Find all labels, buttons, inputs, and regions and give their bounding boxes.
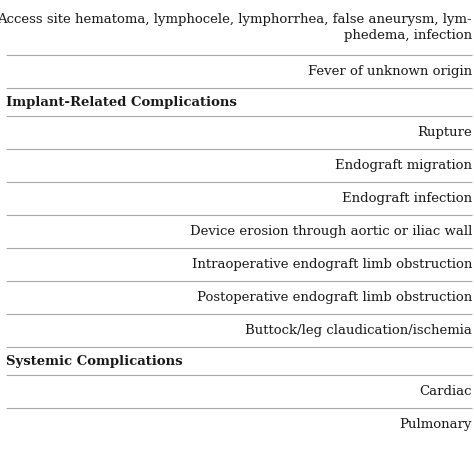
Text: Buttock/leg claudication/ischemia: Buttock/leg claudication/ischemia (245, 324, 472, 337)
Text: Systemic Complications: Systemic Complications (6, 355, 182, 367)
Text: Implant-Related Complications: Implant-Related Complications (6, 95, 237, 109)
Text: Fever of unknown origin: Fever of unknown origin (308, 65, 472, 78)
Text: Postoperative endograft limb obstruction: Postoperative endograft limb obstruction (197, 291, 472, 304)
Text: Pulmonary: Pulmonary (400, 418, 472, 431)
Text: Intraoperative endograft limb obstruction: Intraoperative endograft limb obstructio… (191, 258, 472, 271)
Text: Endograft infection: Endograft infection (342, 192, 472, 205)
Text: Access site hematoma, lymphocele, lymphorrhea, false aneurysm, lym-
phedema, inf: Access site hematoma, lymphocele, lympho… (0, 13, 472, 42)
Text: Cardiac: Cardiac (419, 385, 472, 398)
Text: Rupture: Rupture (417, 126, 472, 139)
Text: Device erosion through aortic or iliac wall: Device erosion through aortic or iliac w… (190, 225, 472, 238)
Text: Endograft migration: Endograft migration (335, 159, 472, 172)
